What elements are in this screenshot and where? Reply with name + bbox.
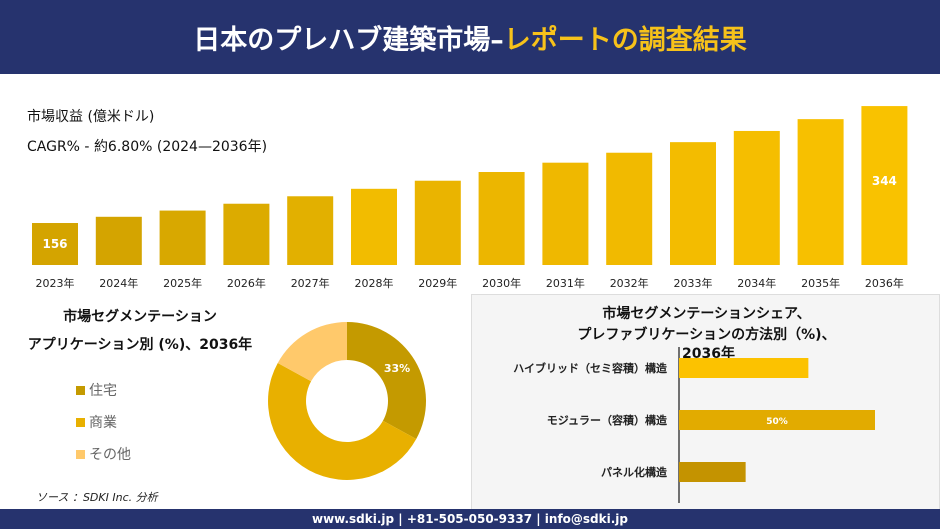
x-tick-label: 2023年 bbox=[36, 276, 75, 290]
revenue-bar bbox=[606, 152, 653, 265]
x-tick-label: 2025年 bbox=[163, 276, 202, 290]
title-main: 日本のプレハブ建築市場– bbox=[193, 24, 504, 56]
hbar-title-1: 市場セグメンテーションシェア、 bbox=[602, 306, 811, 322]
cagr-subtitle: CAGR% - 約6.80% (2024—2036年) bbox=[27, 139, 268, 155]
revenue-panel: 市場収益 (億米ドル) CAGR% - 約6.80% (2024—2036年) … bbox=[0, 76, 940, 290]
y-category-label: パネル化構造 bbox=[601, 465, 668, 479]
legend-item-other: その他 bbox=[76, 444, 131, 464]
revenue-bar bbox=[223, 203, 270, 265]
donut-slice bbox=[347, 322, 427, 440]
x-tick-label: 2035年 bbox=[801, 276, 840, 290]
hbar-title-2: プレファブリケーションの方法別（%)、 bbox=[577, 327, 836, 343]
bar-data-label: 156 bbox=[42, 237, 67, 251]
legend-label: 商業 bbox=[89, 415, 117, 431]
bar-data-label: 50% bbox=[766, 417, 788, 427]
revenue-bar bbox=[861, 106, 908, 265]
donut-title-1: 市場セグメンテーション bbox=[63, 309, 217, 325]
method-bar bbox=[679, 358, 809, 378]
donut-title-2: アプリケーション別 (%)、2036年 bbox=[27, 337, 253, 353]
legend-label: その他 bbox=[89, 447, 131, 463]
x-tick-label: 2027年 bbox=[291, 276, 330, 290]
x-tick-label: 2030年 bbox=[482, 276, 521, 290]
legend-item-commercial: 商業 bbox=[76, 412, 117, 432]
donut-slice bbox=[268, 362, 417, 480]
application-donut-chart: 33% bbox=[268, 322, 427, 480]
donut-data-label: 33% bbox=[384, 362, 410, 375]
method-bar bbox=[679, 410, 875, 430]
donut-slice bbox=[277, 322, 347, 382]
x-tick-label: 2034年 bbox=[737, 276, 776, 290]
legend-label: 住宅 bbox=[89, 383, 117, 399]
revenue-bar-chart: 2023年 156 2024年 2025年 2026年 2027年 2028年 2029年 20… bbox=[32, 106, 908, 290]
x-tick-label: 2028年 bbox=[355, 276, 394, 290]
revenue-bar bbox=[414, 180, 461, 265]
x-tick-label: 2026年 bbox=[227, 276, 266, 290]
revenue-bar bbox=[287, 196, 334, 265]
revenue-bar bbox=[351, 188, 397, 265]
application-panel: 市場セグメンテーション アプリケーション別 (%)、2036年 住宅 商業 その… bbox=[0, 294, 468, 510]
revenue-bar bbox=[95, 216, 142, 265]
header-banner: 日本のプレハブ建築市場– レポートの調査結果 bbox=[0, 0, 940, 74]
revenue-bar bbox=[542, 162, 589, 265]
revenue-bar bbox=[797, 119, 844, 266]
x-tick-label: 2033年 bbox=[674, 276, 713, 290]
revenue-bar bbox=[670, 142, 716, 265]
title-accent: レポートの調査結果 bbox=[503, 24, 747, 56]
method-bar bbox=[679, 462, 746, 482]
y-category-label: モジュラー（容積）構造 bbox=[547, 413, 668, 427]
revenue-bar bbox=[733, 130, 780, 265]
method-panel: 市場セグメンテーションシェア、 プレファブリケーションの方法別（%)、 2036… bbox=[471, 294, 940, 510]
x-tick-label: 2031年 bbox=[546, 276, 585, 290]
y-category-label: ハイブリッド（セミ容積）構造 bbox=[513, 361, 668, 375]
legend-item-residential: 住宅 bbox=[76, 380, 117, 400]
revenue-subtitle: 市場収益 (億米ドル) bbox=[27, 109, 155, 125]
bar-data-label: 344 bbox=[872, 174, 897, 188]
revenue-bar bbox=[159, 210, 206, 265]
x-tick-label: 2024年 bbox=[99, 276, 138, 290]
x-tick-label: 2032年 bbox=[610, 276, 649, 290]
revenue-bar bbox=[478, 172, 525, 265]
x-tick-label: 2036年 bbox=[865, 276, 904, 290]
footer-contact: www.sdki.jp | +81-505-050-9337 | info@sd… bbox=[0, 509, 940, 529]
source-note: ソース ：SDKI Inc. 分析 bbox=[36, 491, 158, 504]
revenue-bar bbox=[32, 223, 78, 265]
x-tick-label: 2029年 bbox=[418, 276, 457, 290]
